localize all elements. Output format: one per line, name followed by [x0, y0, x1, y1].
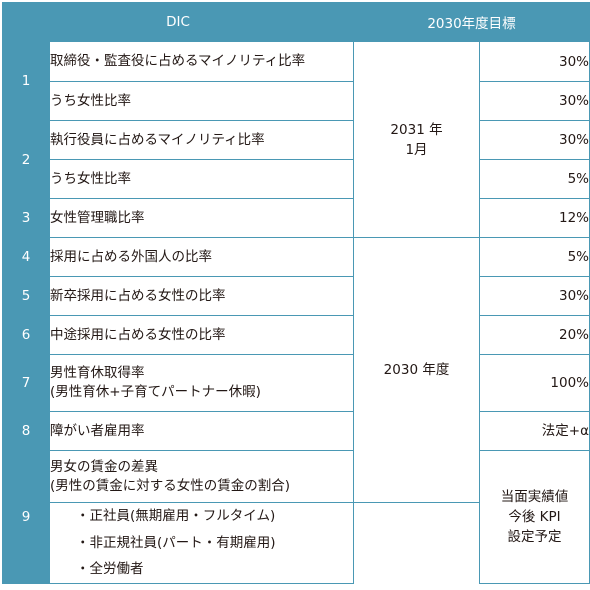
row-target: 30%	[478, 41, 590, 82]
row-label: うち女性比率	[49, 159, 354, 199]
row-target: 20%	[478, 315, 590, 355]
row-target-pending: 当面実績値 今後 KPI 設定予定	[478, 450, 590, 584]
row-target: 30%	[478, 276, 590, 316]
row-target: 5%	[478, 159, 590, 199]
row-target: 法定+α	[478, 411, 590, 451]
table-row: 4 採用に占める外国人の比率 2030 年度 5%	[2, 237, 590, 503]
row-label: 取締役・監査役に占めるマイノリティ比率	[49, 41, 354, 82]
row-label: 中途採用に占める女性の比率	[49, 315, 354, 355]
row-number: 4	[2, 237, 50, 277]
row-label: 男性育休取得率 (男性育休+子育てパートナー休暇)	[49, 354, 354, 412]
deadline-2031: 2031 年 1月	[353, 41, 480, 238]
row-sublabel: ・全労働者	[49, 556, 354, 584]
target-line: 当面実績値	[500, 489, 569, 505]
row-label: 採用に占める外国人の比率	[49, 237, 354, 277]
header-2030-target: 2030年度目標	[352, 2, 590, 42]
row-number: 2	[2, 120, 50, 199]
row-label: 執行役員に占めるマイノリティ比率	[49, 120, 354, 160]
table-row: 5 新卒採用に占める女性の比率 30%	[2, 276, 590, 316]
table-row: 1 取締役・監査役に占めるマイノリティ比率 2031 年 1月 30%	[2, 41, 590, 238]
row-label-line2: (男性の賃金に対する女性の賃金の割合)	[50, 477, 291, 494]
table-row: ・全労働者	[3, 556, 590, 584]
header-dic: DIC	[2, 2, 354, 42]
row-target: 5%	[478, 237, 590, 277]
row-number: 7	[2, 354, 50, 412]
row-label: 障がい者雇用率	[49, 411, 354, 451]
row-number: 3	[2, 198, 50, 238]
table-row: ・正社員(無期雇用・フルタイム)	[3, 502, 590, 530]
row-number: 9	[2, 450, 50, 584]
table-row: 6 中途採用に占める女性の比率 20%	[2, 315, 590, 355]
row-number: 6	[2, 315, 50, 355]
table-row: 9 男女の賃金の差異 (男性の賃金に対する女性の賃金の割合) 当面実績値 今後 …	[2, 450, 590, 584]
target-line: 設定予定	[507, 529, 562, 545]
row-number: 5	[2, 276, 50, 316]
row-sublabel: ・非正規社員(パート・有期雇用)	[49, 529, 354, 557]
table-row: うち女性比率 30%	[3, 81, 590, 121]
row-number: 8	[2, 411, 50, 451]
row-label: 新卒採用に占める女性の比率	[49, 276, 354, 316]
table-row: 8 障がい者雇用率 法定+α	[2, 411, 590, 451]
table-row: うち女性比率 5%	[3, 159, 590, 199]
row-label-line1: 男女の賃金の差異	[50, 458, 158, 475]
deadline-year: 2031 年	[390, 121, 443, 138]
table-row: 3 女性管理職比率 12%	[2, 198, 590, 238]
row-label: うち女性比率	[49, 81, 354, 121]
deadline-month: 1月	[405, 141, 428, 158]
table-row: ・非正規社員(パート・有期雇用)	[3, 529, 590, 557]
row-target: 30%	[478, 81, 590, 121]
table-row: 2 執行役員に占めるマイノリティ比率 30%	[2, 120, 590, 199]
target-line: 今後 KPI	[508, 509, 561, 525]
header-row: DIC 2030年度目標	[2, 2, 590, 42]
row-target: 30%	[478, 120, 590, 160]
row-number: 1	[2, 41, 50, 121]
row-label: 男女の賃金の差異 (男性の賃金に対する女性の賃金の割合)	[49, 450, 354, 503]
row-target: 100%	[478, 354, 590, 412]
row-label: 女性管理職比率	[49, 198, 354, 238]
row-target: 12%	[478, 198, 590, 238]
deadline-2030: 2030 年度	[353, 237, 480, 503]
row-label-line2: (男性育休+子育てパートナー休暇)	[50, 384, 261, 400]
table-row: 7 男性育休取得率 (男性育休+子育てパートナー休暇) 100%	[2, 354, 590, 412]
row-label-line1: 男性育休取得率	[50, 365, 145, 381]
row-sublabel: ・正社員(無期雇用・フルタイム)	[49, 502, 354, 530]
